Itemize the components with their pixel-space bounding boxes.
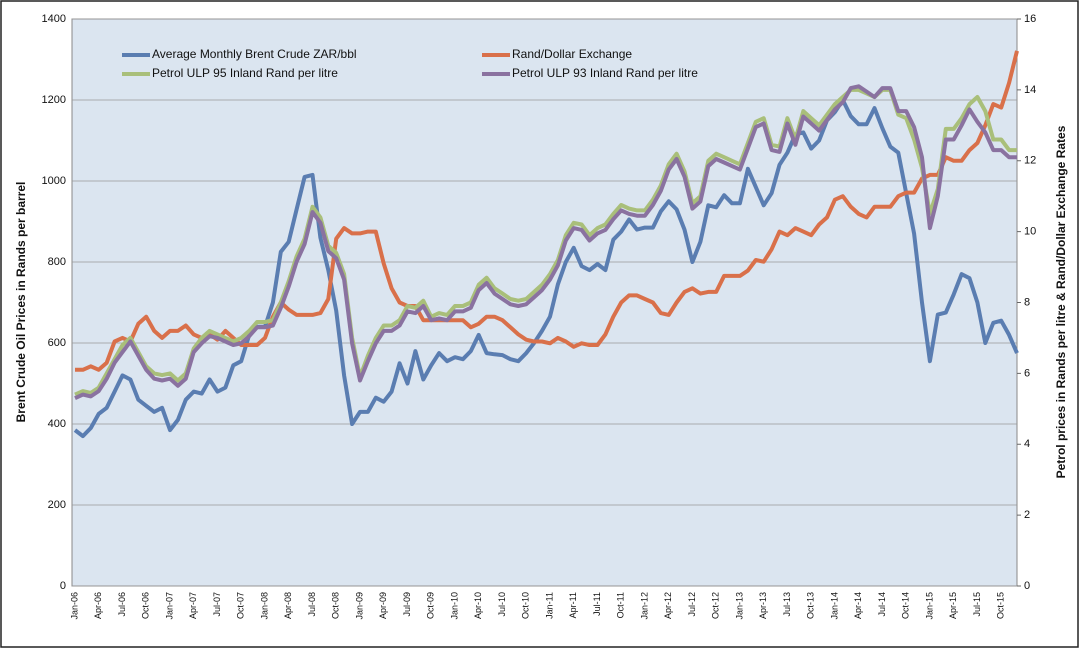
x-tick-label: Jul-14	[877, 592, 887, 617]
x-tick-label: Jan-15	[924, 592, 934, 620]
x-tick-label: Oct-13	[806, 592, 816, 619]
x-tick-label: Oct-08	[331, 592, 341, 619]
x-tick-label: Apr-14	[853, 592, 863, 619]
x-tick-label: Jul-08	[307, 592, 317, 617]
x-tick-label: Jan-08	[259, 592, 269, 620]
y2-tick-label: 10	[1024, 226, 1036, 238]
y2-tick-label: 14	[1024, 84, 1036, 96]
series-line	[73, 98, 1019, 439]
x-tick-label: Apr-07	[188, 592, 198, 619]
x-tick-label: Apr-13	[758, 592, 768, 619]
x-tick-label: Oct-12	[711, 592, 721, 619]
x-tick-label: Oct-10	[521, 592, 531, 619]
x-tick-label: Jul-10	[497, 592, 507, 617]
x-tick-label: Jan-12	[639, 592, 649, 620]
series-line	[74, 87, 1017, 397]
x-tick-label: Apr-08	[283, 592, 293, 619]
y2-tick-label: 2	[1024, 509, 1030, 521]
x-tick-label: Jan-06	[69, 592, 79, 620]
x-tick-label: Jan-14	[829, 592, 839, 620]
x-tick-label: Jul-09	[402, 592, 412, 617]
x-tick-label: Jan-07	[164, 592, 174, 620]
x-tick-label: Jul-13	[782, 592, 792, 617]
plot-area	[71, 18, 1018, 587]
y2-tick-label: 12	[1024, 155, 1036, 167]
x-tick-label: Jul-11	[592, 592, 602, 616]
x-tick-label: Apr-11	[568, 592, 578, 618]
y2-tick-label: 4	[1024, 438, 1030, 450]
y-tick-label: 1400	[42, 13, 66, 25]
x-tick-label: Apr-06	[93, 592, 103, 619]
x-tick-label: Jan-10	[449, 592, 459, 620]
x-tick-label: Jul-07	[212, 592, 222, 617]
x-tick-label: Jul-12	[687, 592, 697, 617]
y2-tick-label: 8	[1024, 296, 1030, 308]
y2-tick-label: 0	[1024, 580, 1030, 592]
x-tick-label: Oct-09	[426, 592, 436, 619]
x-tick-label: Apr-10	[473, 592, 483, 619]
y-tick-label: 1200	[42, 94, 66, 106]
legend-label: Rand/Dollar Exchange	[512, 47, 632, 61]
legend-label: Average Monthly Brent Crude ZAR/bbl	[152, 47, 357, 61]
x-tick-label: Jan-13	[734, 592, 744, 620]
y-tick-label: 0	[60, 580, 66, 592]
legend-label: Petrol ULP 93 Inland Rand per litre	[512, 66, 698, 80]
x-tick-label: Oct-15	[996, 592, 1006, 619]
y-tick-label: 800	[48, 256, 66, 268]
y-tick-label: 400	[48, 418, 66, 430]
x-tick-label: Jul-15	[972, 592, 982, 617]
y-tick-label: 200	[48, 499, 66, 511]
x-tick-label: Oct-06	[141, 592, 151, 619]
x-tick-label: Jan-11	[544, 592, 554, 619]
y-axis-title: Brent Crude Oil Prices in Rands per barr…	[14, 182, 28, 423]
x-tick-label: Oct-14	[901, 592, 911, 619]
x-tick-label: Apr-15	[948, 592, 958, 619]
y2-tick-label: 6	[1024, 367, 1030, 379]
x-tick-label: Oct-07	[236, 592, 246, 619]
x-tick-label: Jul-06	[117, 592, 127, 617]
y2-axis-title: Petrol prices in Rands per litre & Rand/…	[1054, 125, 1068, 478]
y2-tick-label: 16	[1024, 13, 1036, 25]
x-tick-label: Apr-12	[663, 592, 673, 619]
x-tick-label: Apr-09	[378, 592, 388, 619]
y-tick-label: 600	[48, 337, 66, 349]
legend-label: Petrol ULP 95 Inland Rand per litre	[152, 66, 338, 80]
series-line	[75, 50, 1019, 372]
x-tick-label: Jan-09	[354, 592, 364, 620]
series-line	[74, 84, 1017, 401]
x-tick-label: Oct-11	[616, 592, 626, 618]
y-tick-label: 1000	[42, 175, 66, 187]
